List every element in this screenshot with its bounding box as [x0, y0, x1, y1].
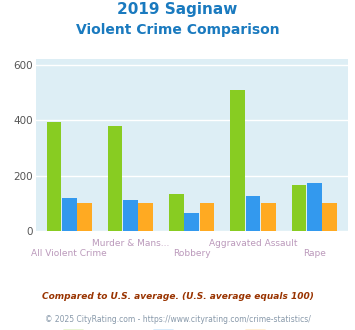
Text: Compared to U.S. average. (U.S. average equals 100): Compared to U.S. average. (U.S. average … [42, 292, 313, 301]
Bar [47, 122, 61, 231]
Text: All Violent Crime: All Violent Crime [31, 249, 107, 258]
Text: 2019 Saginaw: 2019 Saginaw [117, 2, 238, 16]
Bar [62, 198, 77, 231]
Bar [200, 203, 214, 231]
Bar [138, 203, 153, 231]
Bar [169, 194, 184, 231]
Bar [246, 196, 260, 231]
Text: © 2025 CityRating.com - https://www.cityrating.com/crime-statistics/: © 2025 CityRating.com - https://www.city… [45, 315, 310, 324]
Text: Robbery: Robbery [173, 249, 211, 258]
Bar [108, 126, 122, 231]
Bar [77, 203, 92, 231]
Bar [322, 203, 337, 231]
Text: Rape: Rape [303, 249, 326, 258]
Bar [123, 200, 138, 231]
Text: Violent Crime Comparison: Violent Crime Comparison [76, 23, 279, 37]
Legend: Saginaw, Michigan, National: Saginaw, Michigan, National [59, 326, 325, 330]
Text: Murder & Mans...: Murder & Mans... [92, 239, 169, 248]
Text: Aggravated Assault: Aggravated Assault [209, 239, 297, 248]
Bar [184, 213, 199, 231]
Bar [291, 184, 306, 231]
Bar [261, 203, 275, 231]
Bar [307, 183, 322, 231]
Bar [230, 89, 245, 231]
